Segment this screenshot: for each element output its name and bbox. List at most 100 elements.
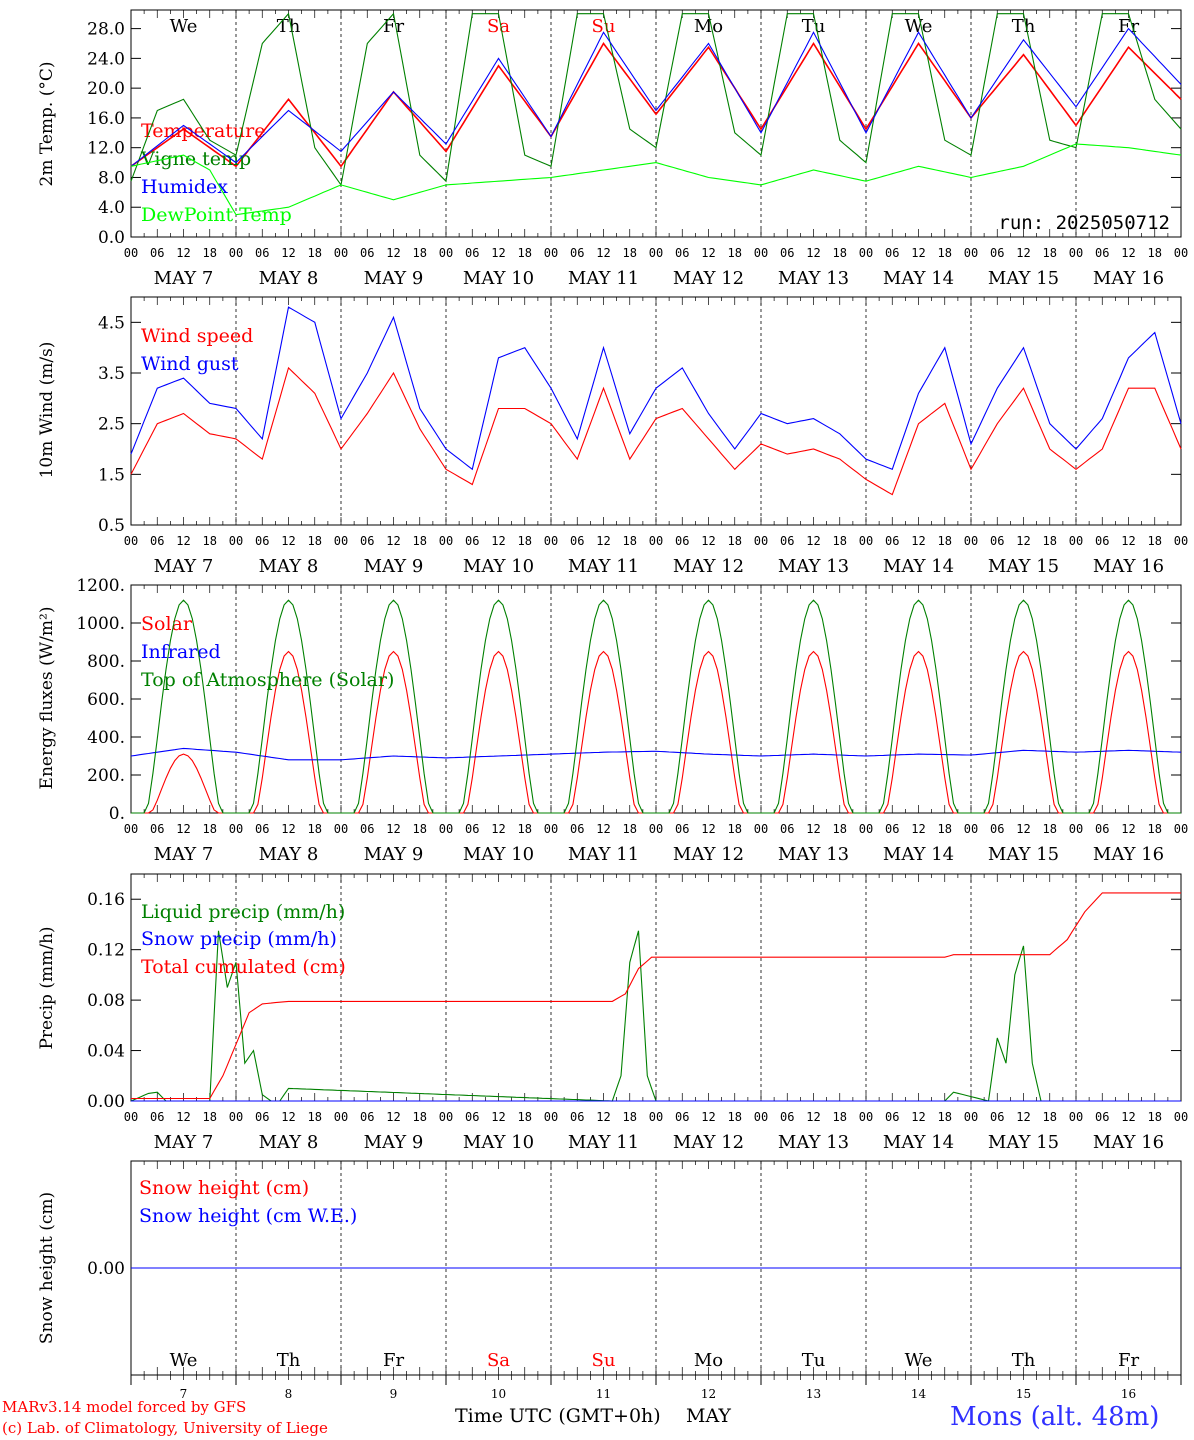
y-tick-label: 0.08 (87, 991, 125, 1011)
hour-tick-label: 06 (885, 822, 899, 836)
hour-tick-label: 06 (465, 1110, 479, 1124)
y-tick-label: 0.12 (87, 941, 125, 961)
hour-tick-label: 00 (649, 822, 663, 836)
hour-tick-label: 06 (570, 822, 584, 836)
hour-tick-label: 12 (806, 246, 820, 260)
hour-tick-label: 00 (964, 534, 978, 548)
hour-tick-label: 18 (728, 1110, 742, 1124)
legend-entry: Solar (141, 613, 193, 635)
hour-tick-label: 18 (833, 1110, 847, 1124)
day-label: MAY 12 (673, 268, 744, 289)
hour-tick-label: 06 (1095, 534, 1109, 548)
y-tick-label: 28.0 (87, 20, 125, 40)
hour-tick-label: 00 (964, 822, 978, 836)
hour-tick-label: 00 (754, 534, 768, 548)
hour-tick-label: 12 (701, 246, 715, 260)
hour-tick-label: 18 (413, 246, 427, 260)
hour-tick-label: 12 (1016, 534, 1030, 548)
legend-entry: Wind speed (141, 325, 253, 347)
hour-tick-label: 18 (308, 1110, 322, 1124)
day-label: MAY 15 (988, 268, 1059, 289)
hour-tick-label: 00 (754, 822, 768, 836)
hour-tick-label: 06 (780, 1110, 794, 1124)
hour-tick-label: 06 (1095, 246, 1109, 260)
hour-tick-label: 00 (229, 822, 243, 836)
series-line (131, 599, 1181, 814)
legend-entry: Infrared (141, 641, 221, 663)
day-number-label: 13 (806, 1387, 821, 1401)
day-label: MAY 16 (1093, 1132, 1164, 1153)
hour-tick-label: 12 (386, 246, 400, 260)
hour-tick-label: 18 (1148, 246, 1162, 260)
hour-tick-label: 00 (544, 246, 558, 260)
credit-line-1: MARv3.14 model forced by GFS (2, 1398, 247, 1416)
hour-tick-label: 12 (596, 246, 610, 260)
day-number-label: 9 (390, 1387, 398, 1401)
legend-entry: Wind gust (141, 353, 239, 375)
hour-tick-label: 00 (334, 534, 348, 548)
hour-tick-label: 18 (308, 822, 322, 836)
day-label: MAY 13 (778, 1132, 849, 1153)
weekday-label: Mo (694, 16, 723, 37)
hour-tick-label: 18 (623, 246, 637, 260)
hour-tick-label: 18 (833, 246, 847, 260)
hour-tick-label: 12 (911, 822, 925, 836)
hour-tick-label: 00 (439, 246, 453, 260)
hour-tick-label: 18 (623, 1110, 637, 1124)
y-tick-label: 1000. (76, 614, 125, 634)
hour-tick-label: 06 (255, 822, 269, 836)
hour-tick-label: 12 (911, 246, 925, 260)
y-tick-label: 400. (87, 728, 125, 748)
hour-tick-label: 00 (1069, 1110, 1083, 1124)
hour-tick-label: 00 (1069, 534, 1083, 548)
x-axis-month: MAY (686, 1405, 731, 1427)
hour-tick-label: 12 (911, 534, 925, 548)
hour-tick-label: 12 (806, 822, 820, 836)
hour-tick-label: 00 (544, 1110, 558, 1124)
hour-tick-label: 00 (124, 534, 138, 548)
day-label: MAY 14 (883, 556, 954, 577)
y-tick-label: 12.0 (87, 139, 125, 159)
day-label: MAY 13 (778, 844, 849, 865)
hour-tick-label: 00 (859, 246, 873, 260)
hour-tick-label: 12 (911, 1110, 925, 1124)
day-label: MAY 8 (259, 1132, 319, 1153)
weekday-label: Fr (383, 1350, 404, 1371)
hour-tick-label: 12 (386, 1110, 400, 1124)
hour-tick-label: 12 (1121, 1110, 1135, 1124)
hour-tick-label: 00 (439, 822, 453, 836)
hour-tick-label: 06 (465, 246, 479, 260)
day-label: MAY 15 (988, 556, 1059, 577)
day-label: MAY 13 (778, 268, 849, 289)
hour-tick-label: 12 (1016, 1110, 1030, 1124)
day-label: MAY 8 (259, 268, 319, 289)
day-label: MAY 13 (778, 556, 849, 577)
hour-tick-label: 06 (885, 246, 899, 260)
run-label: run: 2025050712 (998, 212, 1170, 234)
hour-tick-label: 12 (806, 1110, 820, 1124)
weekday-label: We (170, 1350, 198, 1371)
hour-tick-label: 06 (990, 1110, 1004, 1124)
day-number-label: 11 (596, 1387, 611, 1401)
day-number-label: 10 (491, 1387, 506, 1401)
day-label: MAY 10 (463, 844, 534, 865)
hour-tick-label: 06 (990, 822, 1004, 836)
hour-tick-label: 00 (334, 822, 348, 836)
series-line (131, 892, 1181, 1100)
hour-tick-label: 12 (1016, 246, 1030, 260)
hour-tick-label: 12 (491, 1110, 505, 1124)
hour-tick-label: 18 (623, 534, 637, 548)
hour-tick-label: 06 (780, 822, 794, 836)
hour-tick-label: 00 (229, 246, 243, 260)
day-label: MAY 16 (1093, 844, 1164, 865)
hour-tick-label: 00 (229, 1110, 243, 1124)
hour-tick-label: 18 (1148, 1110, 1162, 1124)
hour-tick-label: 00 (439, 534, 453, 548)
hour-tick-label: 18 (203, 534, 217, 548)
day-label: MAY 16 (1093, 556, 1164, 577)
hour-tick-label: 18 (518, 534, 532, 548)
hour-tick-label: 06 (570, 534, 584, 548)
hour-tick-label: 06 (150, 1110, 164, 1124)
weekday-label: Fr (1118, 16, 1139, 37)
